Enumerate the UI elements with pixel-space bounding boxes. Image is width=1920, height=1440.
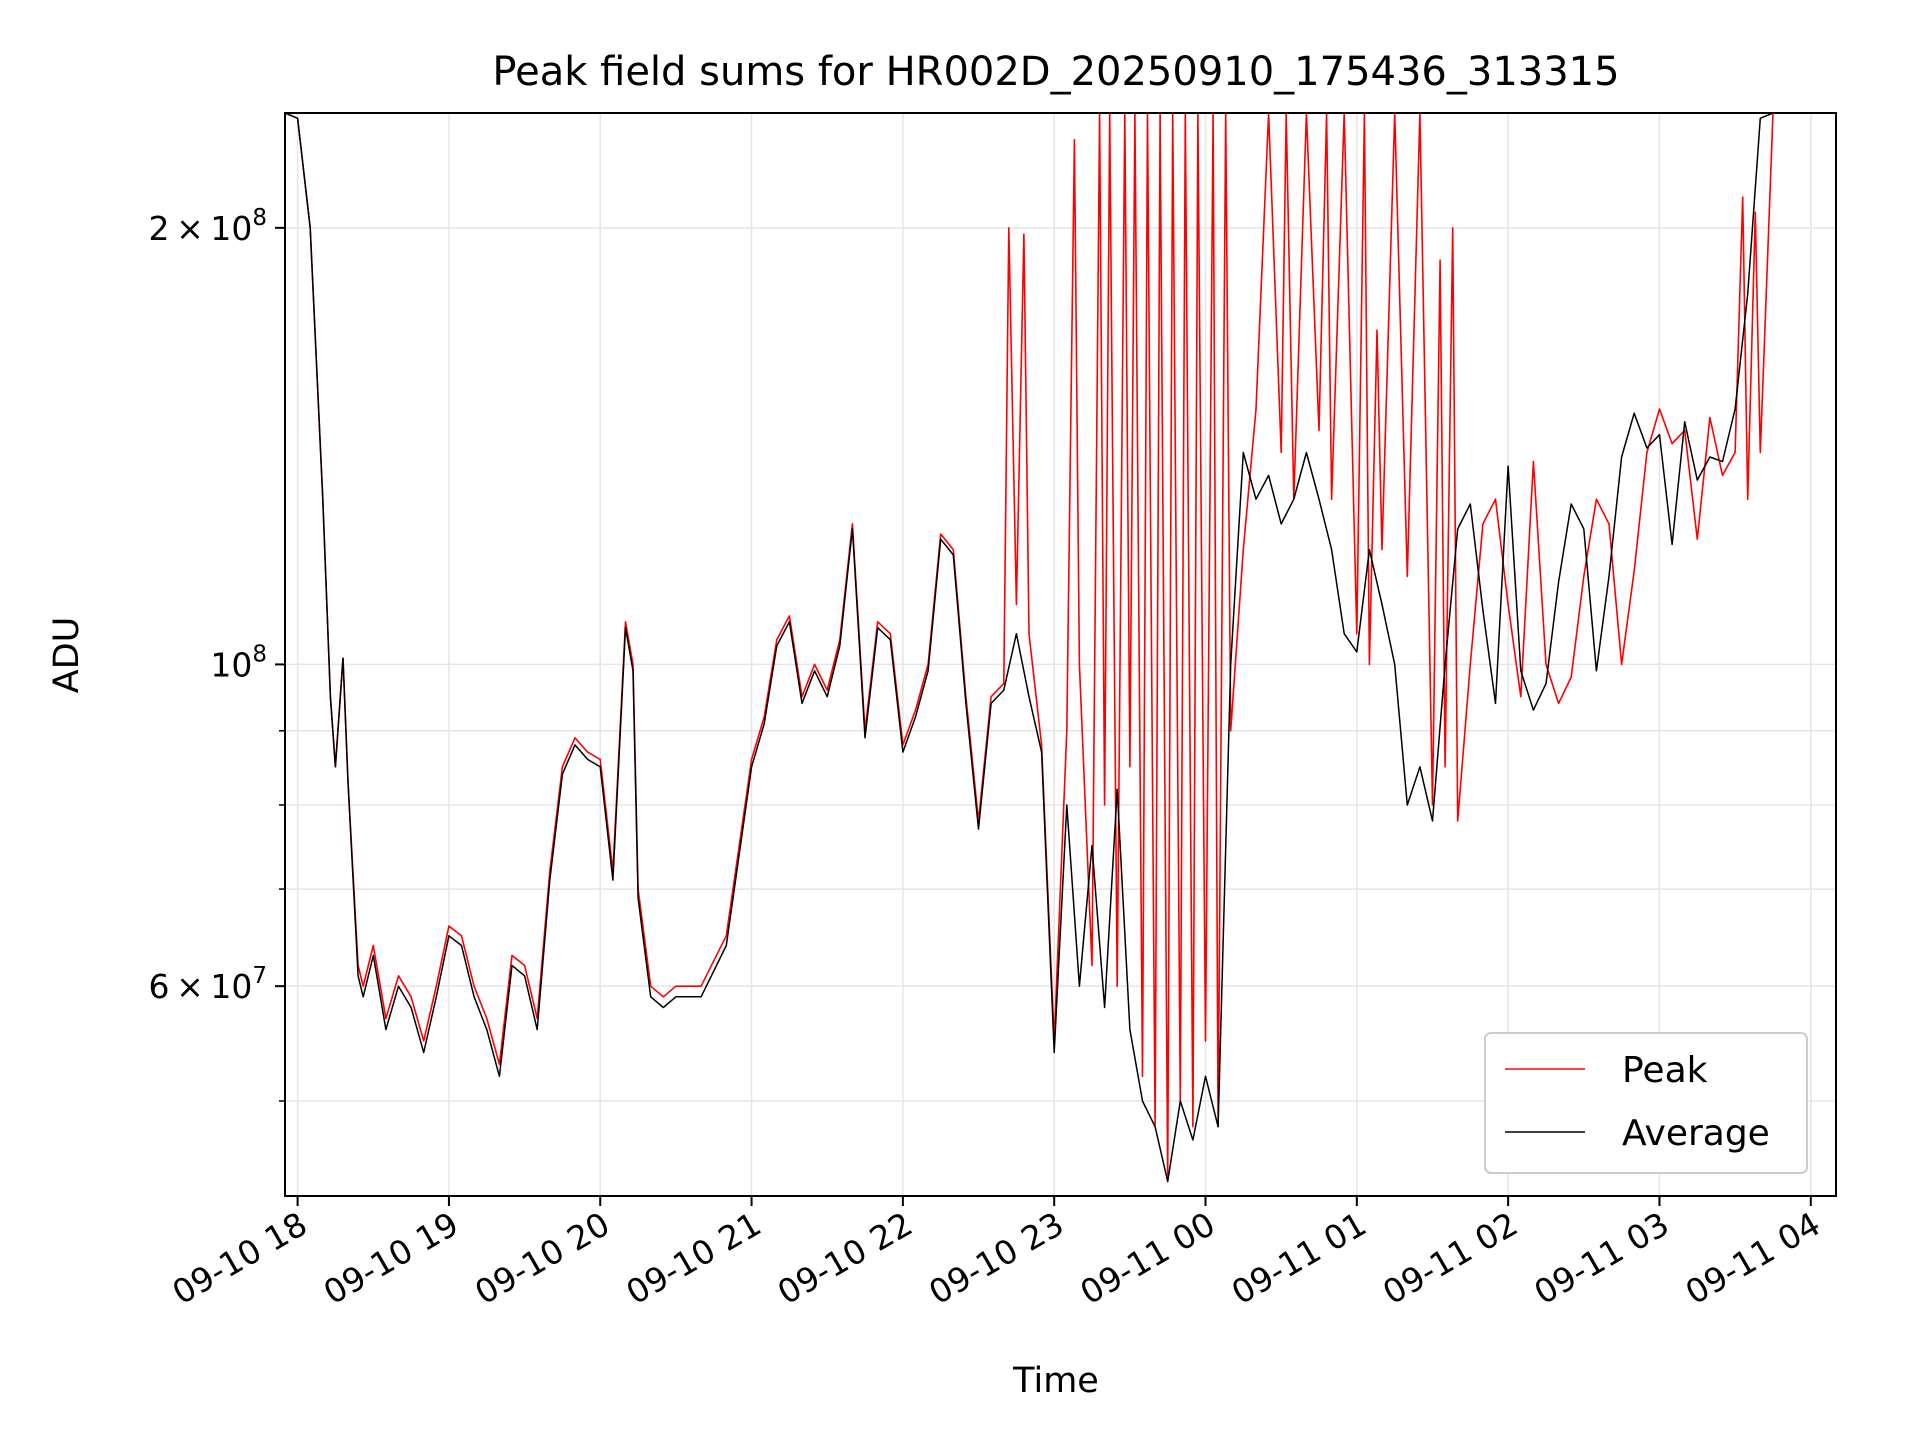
legend-average-label: Average (1622, 1113, 1770, 1154)
y-tick-label: 2 × 108 (149, 205, 267, 248)
y-tick-label: 6 × 107 (149, 963, 267, 1006)
plot-frame (284, 112, 1837, 1197)
legend-box (1484, 1032, 1808, 1174)
y-tick-label: 108 (210, 641, 267, 684)
chart-title: Peak field sums for HR002D_20250910_1754… (492, 49, 1619, 95)
legend-peak-label: Peak (1622, 1050, 1708, 1091)
x-axis-label: Time (1012, 1361, 1099, 1401)
grid (285, 113, 1836, 1196)
y-axis-label: ADU (47, 617, 87, 694)
series-line-average (284, 112, 1836, 1183)
legend: Peak Average (1484, 1032, 1808, 1174)
